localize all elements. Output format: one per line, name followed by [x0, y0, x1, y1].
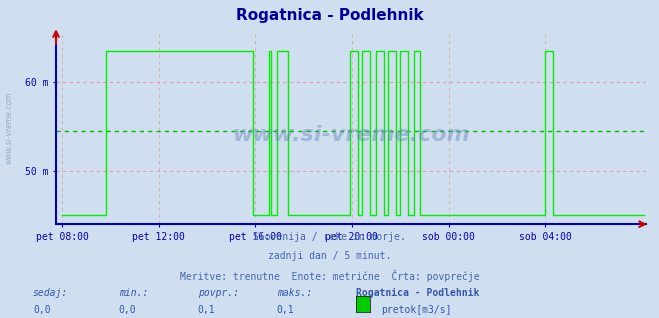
Text: www.si-vreme.com: www.si-vreme.com	[4, 91, 13, 163]
Text: Rogatnica - Podlehnik: Rogatnica - Podlehnik	[236, 8, 423, 23]
Text: 0,1: 0,1	[198, 305, 215, 315]
Text: maks.:: maks.:	[277, 288, 312, 298]
Text: 0,1: 0,1	[277, 305, 295, 315]
Text: Rogatnica - Podlehnik: Rogatnica - Podlehnik	[356, 288, 479, 298]
Text: sedaj:: sedaj:	[33, 288, 68, 298]
Text: 0,0: 0,0	[119, 305, 136, 315]
Text: www.si-vreme.com: www.si-vreme.com	[232, 125, 470, 144]
Text: Meritve: trenutne  Enote: metrične  Črta: povprečje: Meritve: trenutne Enote: metrične Črta: …	[180, 270, 479, 282]
Text: 0,0: 0,0	[33, 305, 51, 315]
Text: min.:: min.:	[119, 288, 148, 298]
Text: Slovenija / reke in morje.: Slovenija / reke in morje.	[253, 232, 406, 242]
Text: povpr.:: povpr.:	[198, 288, 239, 298]
Text: zadnji dan / 5 minut.: zadnji dan / 5 minut.	[268, 251, 391, 261]
Text: pretok[m3/s]: pretok[m3/s]	[381, 305, 451, 315]
